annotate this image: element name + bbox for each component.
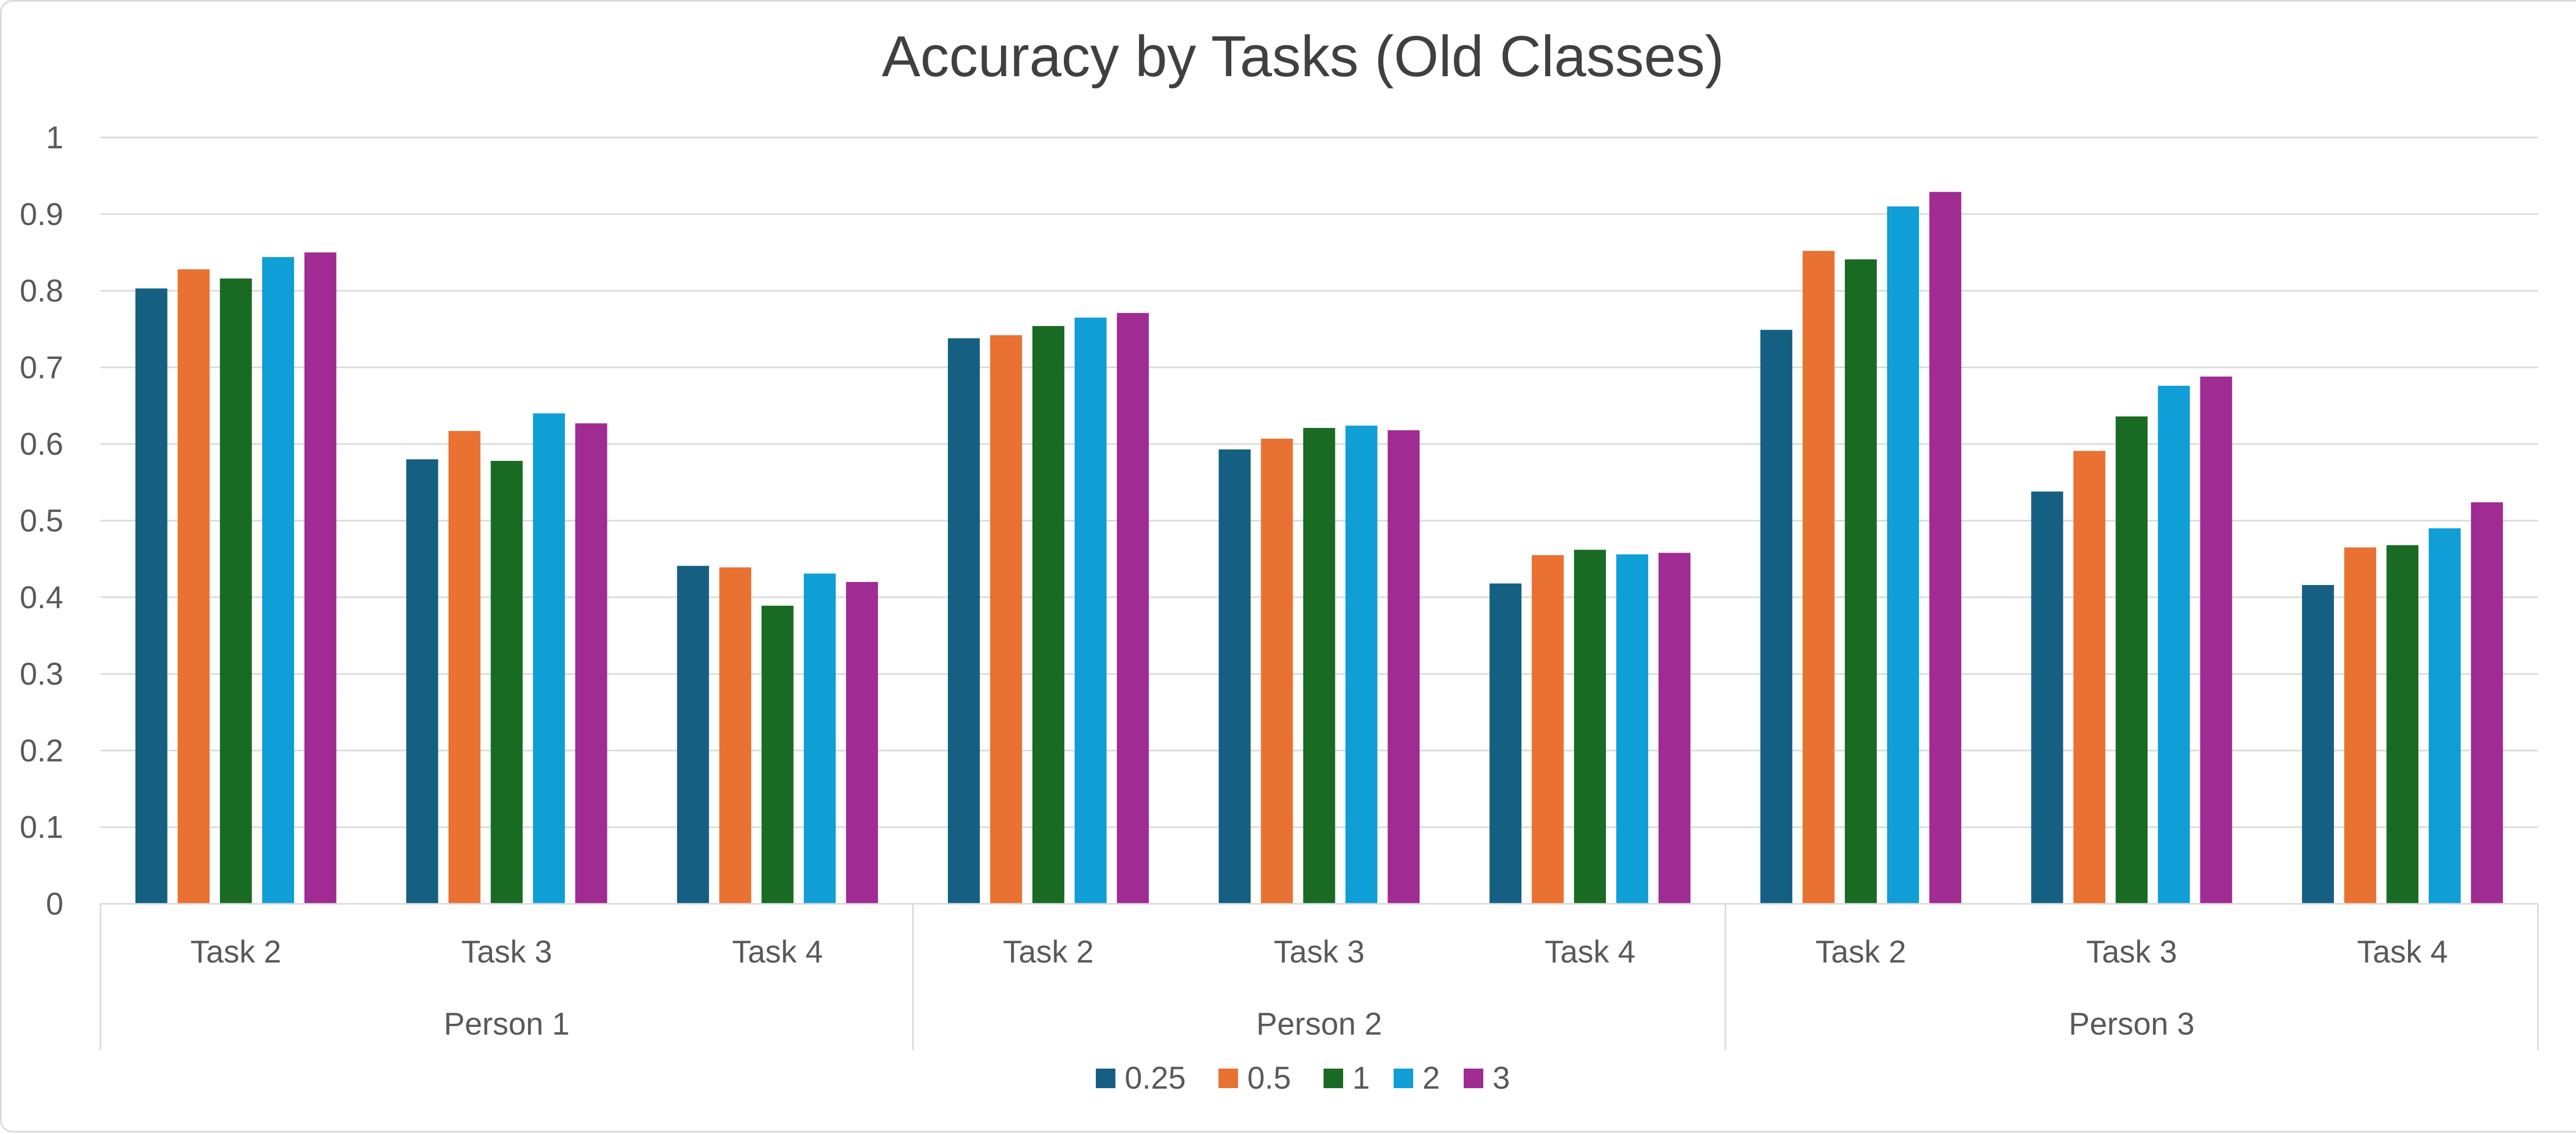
bar [1929,192,1961,904]
legend-item: 1 [1324,1060,1370,1095]
bar [719,567,752,904]
bars [135,192,2503,904]
x-category-label: Task 3 [2086,934,2177,969]
y-axis-tick-labels: 0 0.1 0.2 0.3 0.4 0.5 0.6 0.7 0.8 0.9 1 [20,120,63,921]
legend-item: 0.5 [1218,1060,1291,1095]
bar [219,278,252,904]
bar [1616,554,1649,904]
bar [2158,386,2190,904]
bar [1489,583,1522,904]
bar [2115,416,2148,904]
y-tick-label: 0.7 [20,350,63,385]
bar [804,573,836,904]
x-group-label: Person 1 [444,1006,569,1041]
bar [2031,491,2063,904]
bar [1032,326,1064,904]
bar [448,431,481,904]
bar [2344,547,2377,904]
legend-label: 0.25 [1125,1060,1186,1095]
bar [1387,430,1420,904]
bar [761,606,794,904]
x-category-label: Task 4 [2357,934,2448,969]
bar [1218,449,1251,904]
bar [135,288,167,904]
legend-label: 0.5 [1247,1060,1291,1095]
bar [2200,376,2232,904]
x-category-label: Task 3 [1274,934,1364,969]
bar [846,582,878,904]
bar [1261,438,1293,904]
bar [1345,425,1378,904]
bar [2429,528,2461,904]
y-tick-label: 0.9 [20,197,63,232]
bar [1802,251,1835,904]
bar [2386,545,2419,904]
bar [533,413,565,904]
legend-label: 2 [1422,1060,1440,1095]
x-category-label: Task 3 [461,934,552,969]
bar [1574,549,1606,904]
bar [1658,553,1691,904]
bar [1303,427,1335,904]
y-tick-label: 0 [46,886,63,921]
legend-swatch [1324,1069,1343,1088]
legend-swatch [1218,1069,1238,1088]
y-tick-label: 0.5 [20,503,63,538]
bar [262,257,294,904]
x-category-label: Task 4 [1545,934,1635,969]
y-tick-label: 0.3 [20,657,63,692]
bar [2471,502,2503,904]
y-tick-label: 0.4 [20,580,63,615]
legend-item: 3 [1464,1060,1510,1095]
bar [1532,555,1564,904]
legend-item: 2 [1394,1060,1440,1095]
chart-title: Accuracy by Tasks (Old Classes) [882,24,1724,89]
bar [177,269,210,904]
bar [2073,451,2106,904]
legend: 0.25 0.5 1 2 3 [1096,1060,1510,1095]
x-group-label: Person 3 [2069,1006,2194,1041]
bar [304,252,336,904]
y-tick-label: 0.2 [20,733,63,768]
legend-label: 3 [1493,1060,1510,1095]
y-tick-label: 0.1 [20,810,63,845]
y-tick-label: 0.6 [20,426,63,461]
bar [575,423,607,904]
legend-label: 1 [1352,1060,1370,1095]
x-category-label: Task 2 [191,934,281,969]
bar [406,459,438,904]
legend-item: 0.25 [1096,1060,1186,1095]
bar [1844,259,1877,904]
bar [1074,317,1107,904]
legend-swatch [1394,1069,1413,1088]
y-tick-label: 0.8 [20,273,63,308]
x-category-label: Task 4 [732,934,823,969]
bar [947,338,980,904]
bar [2302,585,2334,904]
x-category-label: Task 2 [1003,934,1094,969]
legend-swatch [1464,1069,1483,1088]
bar [677,565,709,904]
bar [490,460,523,904]
x-category-label: Task 2 [1816,934,1906,969]
bar [990,335,1022,904]
x-axis: Task 2 Task 3 Task 4 Person 1 Task 2 Task 3 Ta… [99,903,2539,1050]
y-tick-label: 1 [46,120,63,155]
bar [1116,313,1149,904]
bar [1760,330,1792,904]
legend-swatch [1096,1069,1115,1088]
x-group-label: Person 2 [1256,1006,1382,1041]
bar [1887,206,1919,904]
